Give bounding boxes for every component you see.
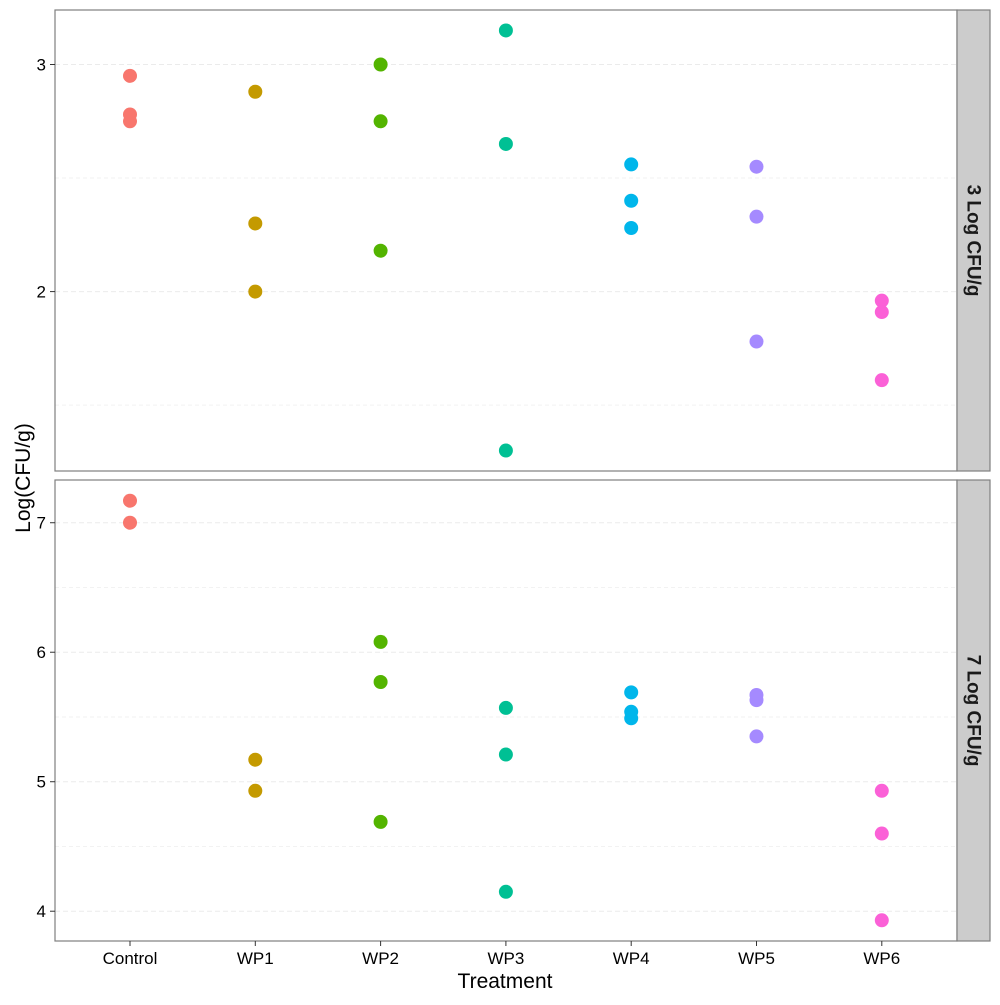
data-point-wp3 (498, 443, 513, 458)
x-tick-label: Control (103, 949, 158, 968)
data-point-wp4 (624, 193, 639, 208)
data-point-wp4 (624, 221, 639, 236)
data-point-wp6 (874, 826, 889, 841)
panel-2: 4 5 6 7 7 Log CFU/g (37, 479, 991, 942)
data-point-wp6 (874, 293, 889, 308)
y-tick-label: 4 (37, 902, 46, 921)
data-point-wp4 (624, 685, 639, 700)
x-tick-label: WP6 (863, 949, 900, 968)
data-point-control (123, 493, 137, 508)
data-point-wp2 (373, 634, 388, 649)
x-tick-label: WP1 (237, 949, 274, 968)
data-point-wp5 (749, 334, 764, 349)
x-tick-label: WP5 (738, 949, 775, 968)
x-tick-label: WP4 (613, 949, 650, 968)
data-point-wp1 (248, 284, 263, 299)
data-point-wp6 (874, 305, 889, 320)
data-point-wp3 (498, 700, 513, 715)
y-tick-label: 6 (37, 643, 46, 662)
data-point-wp1 (248, 752, 263, 767)
facet-strip (956, 9, 991, 472)
facet-strip-label: 7 Log CFU/g (963, 655, 984, 767)
data-point-wp4 (624, 157, 639, 172)
y-tick-label: 3 (37, 56, 46, 75)
data-point-wp5 (749, 159, 764, 174)
data-point-control (123, 515, 137, 530)
y-tick-label: 5 (37, 773, 46, 792)
data-point-wp2 (373, 814, 388, 829)
x-axis: Control WP1 WP2 WP3 WP4 WP5 WP6 (103, 941, 900, 968)
x-tick-label: WP3 (487, 949, 524, 968)
y-tick-label: 2 (37, 283, 46, 302)
data-point-wp3 (498, 747, 513, 762)
data-point-wp1 (248, 84, 263, 99)
x-tick-label: WP2 (362, 949, 399, 968)
data-point-wp5 (749, 729, 764, 744)
facet-strip (956, 479, 991, 942)
data-point-control (123, 68, 137, 83)
data-point-control (123, 114, 137, 129)
facet-strip-label: 3 Log CFU/g (963, 185, 984, 297)
data-point-wp2 (373, 57, 388, 72)
y-tick-label: 7 (37, 514, 46, 533)
data-point-wp3 (498, 23, 513, 38)
data-point-wp6 (874, 783, 889, 798)
panels: 2 3 3 Log CFU/g 4 5 6 7 7 Log CFU/g Control WP1 WP… (37, 9, 991, 968)
panel-background (55, 10, 957, 471)
data-point-wp1 (248, 783, 263, 798)
data-point-wp3 (498, 884, 513, 899)
panel-1: 2 3 3 Log CFU/g (37, 9, 991, 472)
data-point-wp5 (749, 693, 764, 708)
data-point-wp2 (373, 114, 388, 129)
data-point-wp5 (749, 209, 764, 224)
data-point-wp2 (373, 243, 388, 258)
data-point-wp2 (373, 675, 388, 690)
x-axis-title: Treatment (458, 970, 553, 993)
data-point-wp1 (248, 216, 263, 231)
data-point-wp6 (874, 373, 889, 388)
data-point-wp6 (874, 913, 889, 928)
data-point-wp3 (498, 136, 513, 151)
data-point-wp4 (624, 711, 639, 726)
y-axis-title: Log(CFU/g) (12, 423, 35, 533)
